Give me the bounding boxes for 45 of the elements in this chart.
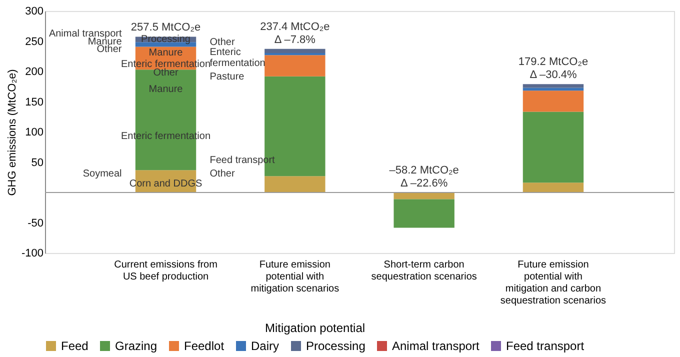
- annotation: Manure: [148, 84, 184, 96]
- y-tick-label: 300: [25, 6, 44, 18]
- x-tick-label: Current emissions from US beef production: [114, 260, 218, 282]
- legend-label: Processing: [306, 339, 366, 353]
- bar: [522, 112, 584, 183]
- annotation: Other: [210, 168, 236, 180]
- y-tick-label: -50: [28, 217, 44, 230]
- bar: [522, 90, 584, 112]
- y-tick-label: -100: [21, 248, 44, 260]
- legend-label: Feed transport: [506, 339, 585, 353]
- legend-label: Feedlot: [184, 339, 225, 353]
- legend-label: Feed: [61, 339, 88, 353]
- annotation: Other: [96, 44, 122, 56]
- bar: [522, 84, 584, 88]
- y-tick-label: 150: [25, 96, 44, 108]
- bar: [264, 48, 326, 54]
- x-tick-label: Future emission potential with mitigation and carbon sequestration scenarios: [500, 260, 606, 306]
- total-label: 257.5 MtCO₂e: [130, 22, 201, 34]
- total-label: –58.2 MtCO₂e Δ –22.6%: [389, 164, 459, 190]
- annotation: Pasture: [210, 71, 245, 82]
- y-tick-label: 50: [31, 156, 44, 169]
- annotation: Processing: [141, 34, 190, 45]
- total-label: 179.2 MtCO₂e Δ –30.4%: [518, 56, 588, 82]
- bar: [264, 176, 326, 192]
- legend-label: Dairy: [251, 339, 280, 353]
- y-tick-label: 100: [25, 126, 44, 138]
- legend-label: Grazing: [115, 339, 158, 353]
- x-tick-label: Short-term carbon sequestration scenarios: [371, 260, 477, 282]
- bar: [264, 55, 326, 76]
- annotation: Animal transport: [48, 28, 122, 40]
- y-axis-title: GHG emissions (MtCO₂e): [6, 69, 18, 196]
- annotation: Soymeal: [82, 168, 122, 180]
- bar: [522, 182, 584, 192]
- annotation: Other: [210, 36, 236, 48]
- total-label: 237.4 MtCO₂e Δ –7.8%: [260, 20, 330, 46]
- bar: [394, 192, 454, 200]
- y-tick-label: 200: [25, 66, 44, 78]
- legend-title: Mitigation potential: [264, 321, 366, 335]
- annotation: Other: [153, 68, 179, 79]
- x-tick-label: Future emission potential with mitigation scenarios: [250, 260, 340, 294]
- legend-label: Animal transport: [392, 339, 480, 353]
- bar: [394, 199, 454, 228]
- annotation: Manure: [148, 48, 184, 59]
- y-tick-label: 250: [25, 36, 44, 48]
- bar: [522, 88, 584, 91]
